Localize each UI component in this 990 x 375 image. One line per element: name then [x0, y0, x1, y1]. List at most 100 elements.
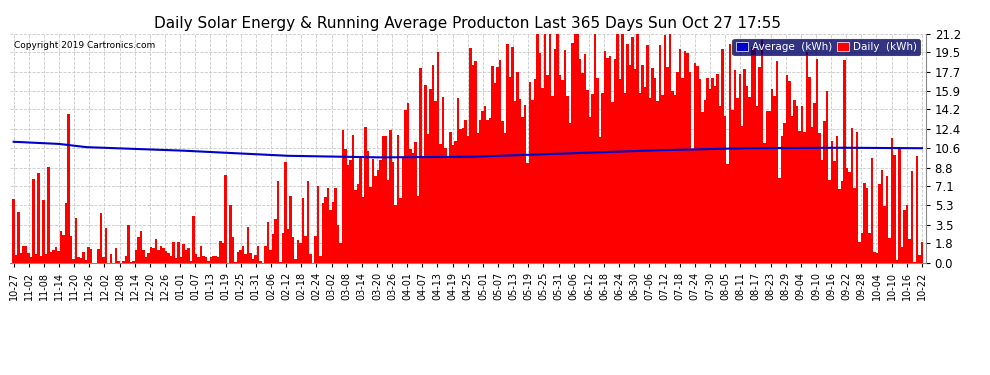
- Bar: [873, 252, 876, 262]
- Bar: [414, 142, 417, 262]
- Bar: [162, 248, 164, 262]
- Bar: [269, 250, 272, 262]
- Bar: [507, 44, 509, 262]
- Bar: [264, 246, 267, 262]
- Bar: [225, 175, 227, 262]
- Bar: [140, 231, 143, 262]
- Bar: [43, 200, 45, 262]
- Bar: [561, 81, 564, 262]
- Bar: [210, 257, 212, 262]
- Bar: [576, 34, 579, 262]
- Bar: [389, 130, 392, 262]
- Bar: [30, 257, 33, 262]
- Bar: [309, 254, 312, 262]
- Bar: [637, 34, 639, 262]
- Bar: [52, 251, 54, 262]
- Bar: [726, 164, 729, 262]
- Bar: [48, 167, 50, 262]
- Bar: [876, 253, 878, 262]
- Bar: [184, 250, 187, 262]
- Bar: [212, 256, 215, 262]
- Bar: [379, 160, 382, 262]
- Bar: [584, 54, 586, 262]
- Bar: [434, 101, 437, 262]
- Bar: [122, 261, 125, 262]
- Bar: [676, 72, 678, 262]
- Bar: [814, 103, 816, 262]
- Bar: [75, 219, 77, 262]
- Bar: [154, 239, 157, 262]
- Bar: [806, 52, 809, 262]
- Bar: [888, 238, 891, 262]
- Bar: [639, 93, 642, 262]
- Bar: [54, 247, 57, 262]
- Bar: [734, 70, 736, 262]
- Bar: [496, 68, 499, 262]
- Bar: [821, 160, 824, 262]
- Bar: [409, 149, 412, 262]
- Bar: [696, 66, 699, 262]
- Bar: [282, 233, 284, 262]
- Bar: [729, 44, 731, 262]
- Bar: [28, 253, 30, 262]
- Bar: [454, 141, 456, 262]
- Bar: [461, 128, 464, 262]
- Bar: [502, 122, 504, 262]
- Bar: [537, 34, 539, 262]
- Bar: [197, 257, 200, 262]
- Bar: [841, 181, 843, 262]
- Bar: [277, 181, 279, 262]
- Bar: [658, 45, 661, 262]
- Bar: [85, 260, 87, 262]
- Bar: [648, 98, 651, 262]
- Bar: [548, 34, 551, 262]
- Bar: [781, 136, 783, 262]
- Bar: [629, 65, 632, 262]
- Bar: [504, 133, 507, 262]
- Bar: [77, 258, 80, 262]
- Bar: [247, 227, 249, 262]
- Bar: [272, 234, 274, 262]
- Bar: [251, 258, 254, 262]
- Bar: [839, 189, 841, 262]
- Bar: [519, 99, 522, 262]
- Bar: [23, 246, 25, 262]
- Bar: [451, 145, 454, 262]
- Bar: [689, 72, 691, 262]
- Bar: [903, 210, 906, 262]
- Bar: [491, 66, 494, 262]
- Bar: [304, 236, 307, 262]
- Bar: [57, 252, 59, 262]
- Bar: [591, 94, 594, 262]
- Bar: [110, 254, 112, 262]
- Bar: [242, 246, 245, 262]
- Bar: [509, 77, 512, 262]
- Bar: [681, 78, 684, 262]
- Bar: [691, 150, 694, 262]
- Bar: [289, 196, 292, 262]
- Bar: [836, 136, 839, 262]
- Bar: [514, 101, 517, 262]
- Bar: [848, 172, 850, 262]
- Bar: [671, 91, 673, 262]
- Bar: [345, 149, 346, 262]
- Bar: [868, 232, 871, 262]
- Bar: [152, 248, 154, 262]
- Bar: [484, 106, 486, 262]
- Bar: [893, 155, 896, 262]
- Bar: [883, 206, 886, 262]
- Bar: [898, 147, 901, 262]
- Bar: [149, 248, 152, 262]
- Bar: [346, 165, 349, 262]
- Bar: [558, 75, 561, 262]
- Bar: [604, 51, 606, 262]
- Bar: [167, 253, 169, 262]
- Bar: [314, 236, 317, 262]
- Bar: [205, 256, 207, 262]
- Bar: [529, 81, 532, 262]
- Bar: [100, 213, 102, 262]
- Bar: [778, 178, 781, 262]
- Bar: [758, 66, 761, 262]
- Bar: [320, 256, 322, 262]
- Bar: [714, 86, 716, 262]
